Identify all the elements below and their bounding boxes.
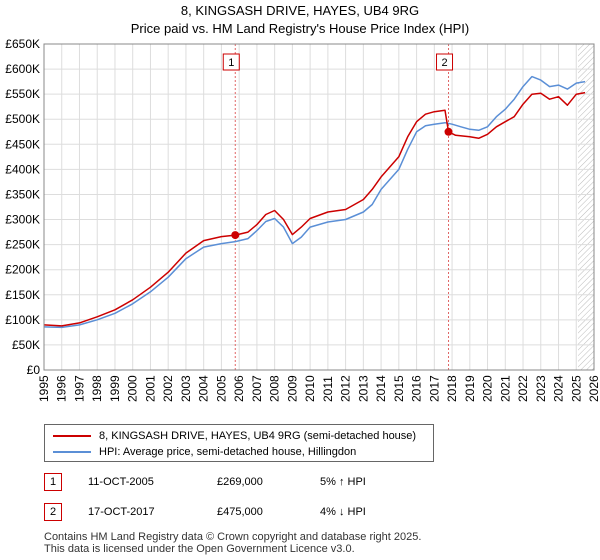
legend-entry-property: 8, KINGSASH DRIVE, HAYES, UB4 9RG (semi-… — [53, 429, 416, 443]
annotation-box-1 — [222, 53, 240, 71]
transaction-marker: 2 — [44, 503, 62, 521]
transaction-marker: 1 — [44, 473, 62, 491]
x-tick-label: 2023 — [534, 375, 548, 402]
x-tick-label: 2014 — [374, 375, 388, 402]
y-tick-label: £250K — [5, 238, 40, 252]
y-tick-label: £550K — [5, 87, 40, 101]
chart-legend: 8, KINGSASH DRIVE, HAYES, UB4 9RG (semi-… — [44, 424, 434, 462]
y-tick-label: £100K — [5, 313, 40, 327]
x-tick-label: 2012 — [339, 375, 353, 402]
x-tick-label: 2011 — [321, 376, 335, 402]
x-tick-label: 2000 — [126, 375, 140, 402]
y-tick-label: £400K — [5, 162, 40, 176]
x-tick-label: 2020 — [481, 375, 495, 402]
x-tick-label: 2006 — [232, 375, 246, 402]
x-tick-label: 1997 — [72, 375, 86, 402]
x-tick-label: 2021 — [498, 375, 512, 402]
transaction-date: 11-OCT-2005 — [88, 476, 154, 488]
x-tick-label: 2019 — [463, 375, 477, 402]
legend-label-property: 8, KINGSASH DRIVE, HAYES, UB4 9RG (semi-… — [99, 430, 417, 442]
y-tick-label: £300K — [5, 213, 40, 227]
y-tick-label: £500K — [5, 112, 40, 126]
x-tick-label: 2018 — [445, 375, 459, 402]
sale-point-2 — [444, 127, 453, 136]
x-tick-label: 2010 — [303, 375, 317, 402]
plot-area — [44, 44, 594, 370]
y-tick-label: £600K — [5, 62, 40, 76]
footer-line-copyright: Contains HM Land Registry data © Crown c… — [44, 531, 422, 543]
y-tick-label: £50K — [12, 338, 40, 352]
y-tick-label: £150K — [5, 288, 40, 302]
x-tick-label: 1998 — [90, 375, 104, 402]
x-tick-label: 2026 — [587, 375, 600, 402]
chart-subtitle: Price paid vs. HM Land Registry's House … — [130, 21, 470, 36]
x-tick-label: 1996 — [55, 375, 69, 402]
transaction-price: £269,000 — [217, 476, 263, 488]
y-tick-label: £450K — [5, 137, 40, 151]
x-tick-label: 2013 — [356, 375, 370, 402]
x-tick-label: 2005 — [214, 375, 228, 402]
x-tick-label: 2024 — [552, 375, 566, 402]
plot-border — [43, 43, 595, 371]
forecast-hatch — [578, 44, 594, 370]
x-tick-label: 2017 — [427, 375, 441, 402]
footer-line-licence: This data is licensed under the Open Gov… — [44, 543, 355, 555]
x-tick-label: 2002 — [161, 375, 175, 402]
series-line-property — [43, 91, 586, 327]
chart-title-address: 8, KINGSASH DRIVE, HAYES, UB4 9RG — [180, 3, 420, 18]
y-tick-label: £650K — [5, 37, 40, 51]
legend-swatch-property — [53, 435, 91, 437]
footer-attribution: Contains HM Land Registry data © Crown c… — [44, 531, 421, 555]
x-tick-label: 2007 — [250, 375, 264, 402]
annotation-label-2: 2 — [441, 57, 447, 69]
x-tick-label: 1995 — [37, 375, 51, 402]
legend-label-hpi: HPI: Average price, semi-detached house,… — [99, 446, 357, 458]
series-line-hpi — [43, 75, 586, 329]
y-tick-label: £350K — [5, 187, 40, 201]
transaction-date: 17-OCT-2017 — [88, 506, 155, 518]
x-tick-label: 2008 — [268, 375, 282, 402]
transaction-hpi-diff: 5% ↑ HPI — [320, 476, 366, 488]
transaction-price: £475,000 — [217, 506, 263, 518]
annotation-box-2 — [436, 53, 454, 71]
x-tick-label: 2025 — [569, 375, 583, 402]
price-chart: 1 2 £0 £50K £100K £150K £200K £250K £300K £350K £4… — [5, 37, 600, 402]
x-tick-label: 2015 — [392, 375, 406, 402]
y-tick-label: £200K — [5, 263, 40, 277]
x-tick-label: 2004 — [197, 375, 211, 402]
sale-point-1 — [231, 231, 240, 240]
x-tick-label: 2009 — [285, 375, 299, 402]
transaction-hpi-diff: 4% ↓ HPI — [320, 506, 366, 518]
x-tick-label: 2001 — [143, 375, 157, 402]
legend-entry-hpi: HPI: Average price, semi-detached house,… — [53, 445, 356, 459]
legend-swatch-hpi — [53, 451, 91, 453]
x-tick-label: 2003 — [179, 375, 193, 402]
x-tick-label: 2016 — [410, 375, 424, 402]
y-tick-label: £0 — [27, 363, 41, 377]
x-tick-label: 2022 — [516, 375, 530, 402]
x-tick-label: 1999 — [108, 375, 122, 402]
annotation-label-1: 1 — [228, 57, 234, 69]
